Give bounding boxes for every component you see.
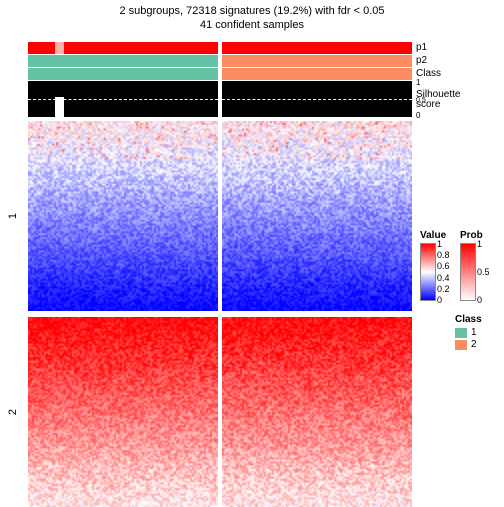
class-swatch: 1 (455, 327, 482, 338)
label-p2: p2 (416, 55, 427, 66)
silh-tick-1: 1 (416, 78, 420, 87)
row-label-2: 2 (7, 409, 19, 415)
plot-area: p1 p2 Class Silhouettescore 1 0 0.5 1 2 (28, 42, 412, 492)
p2-row (28, 55, 412, 67)
legend-value: Value 10.80.60.40.20 (420, 230, 446, 301)
p1-row (28, 42, 412, 54)
legend-prob: Prob 10.50 (460, 230, 483, 301)
title-line2: 41 confident samples (0, 18, 504, 32)
row-label-1: 1 (7, 213, 19, 219)
class-swatch: 2 (455, 339, 482, 350)
silh-tick-05: 0.5 (416, 97, 426, 104)
class-row (28, 68, 412, 80)
legend-class: Class 12 (455, 314, 482, 350)
title-line1: 2 subgroups, 72318 signatures (19.2%) wi… (0, 4, 504, 18)
silh-tick-0: 0 (416, 111, 420, 120)
label-p1: p1 (416, 42, 427, 53)
heatmap-cluster-2: 2 (28, 317, 412, 507)
silhouette-row (28, 81, 412, 117)
heatmap-cluster-1: 1 (28, 121, 412, 311)
